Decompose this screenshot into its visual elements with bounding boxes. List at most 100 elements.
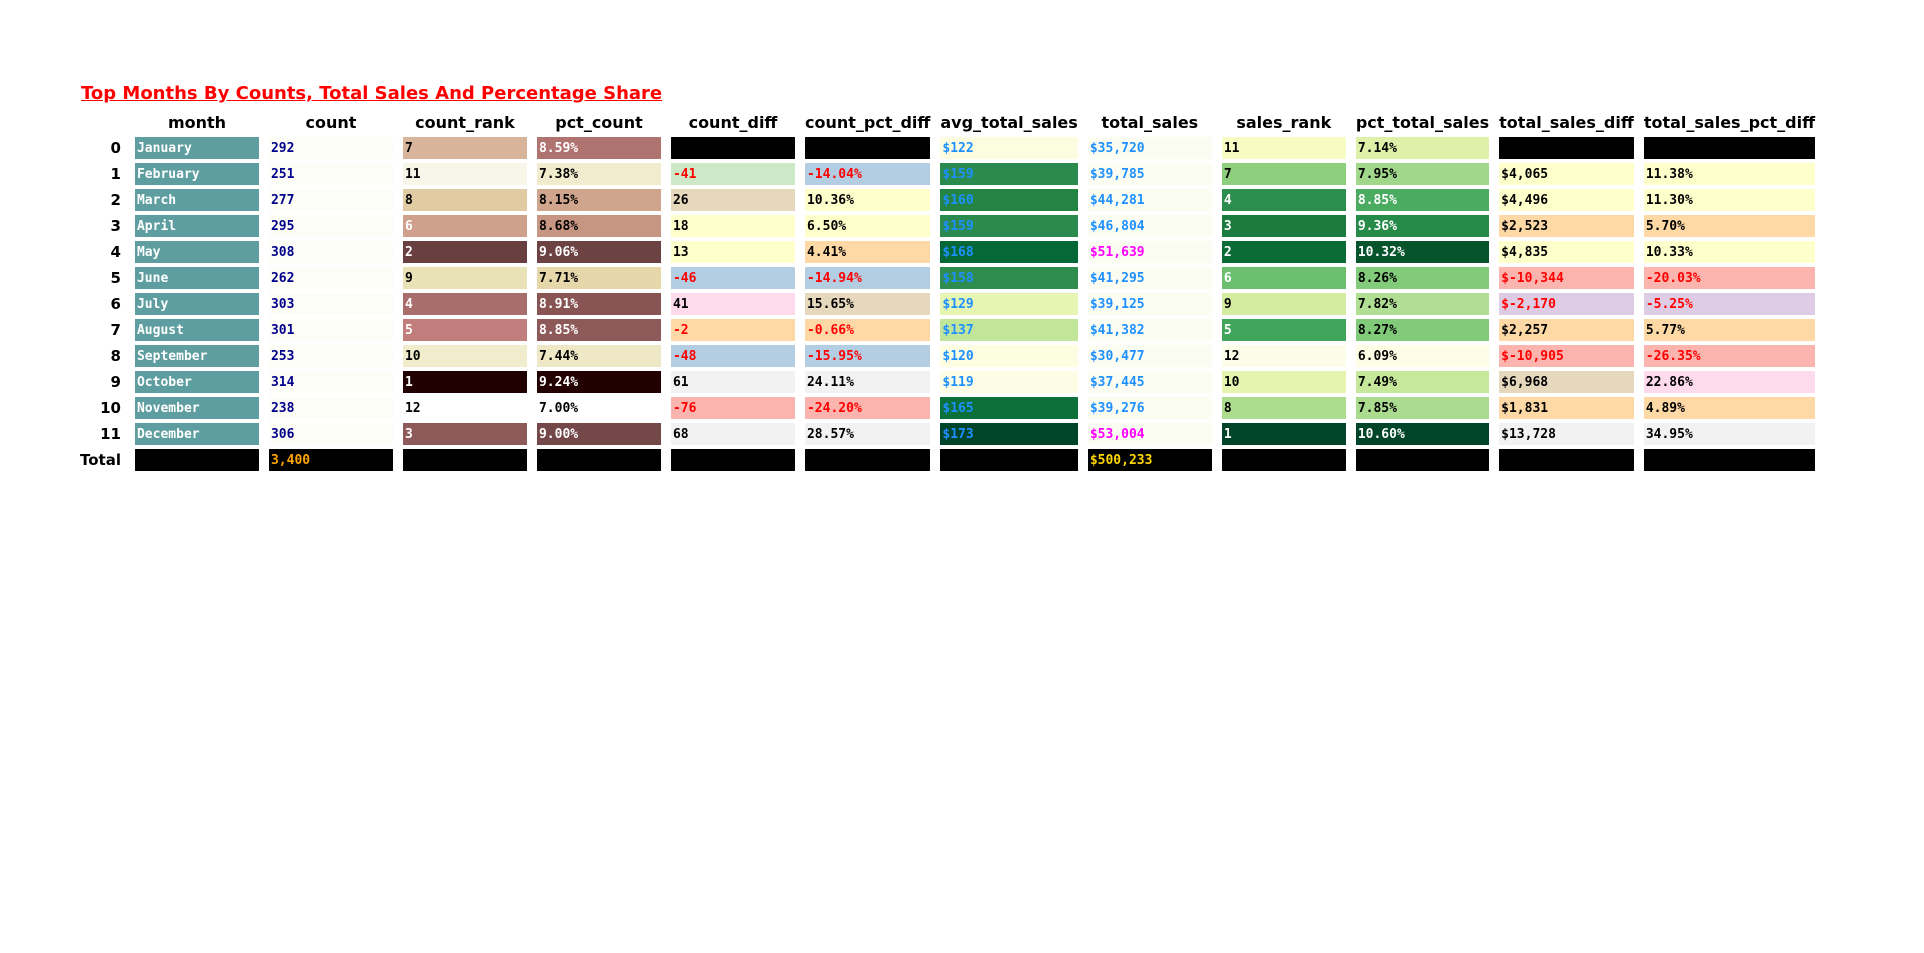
cell-count-diff: 61	[670, 371, 795, 393]
cell-count-diff: -48	[670, 345, 795, 367]
cell-count-rank: 8	[402, 189, 527, 211]
row-index: 11	[100, 425, 121, 443]
cell-total-sales: $41,295	[1087, 267, 1212, 289]
column-header-total-sales-pct-diff: total_sales_pct_diff	[1643, 112, 1816, 132]
column-header-sales-rank: sales_rank	[1236, 112, 1332, 132]
cell-count-pct-diff	[804, 449, 931, 471]
cell-count-rank: 6	[402, 215, 527, 237]
cell-pct-count: 8.85%	[536, 319, 661, 341]
cell-total-sales-diff: $1,831	[1499, 397, 1634, 419]
cell-pct-total-sales: 6.09%	[1355, 345, 1490, 367]
cell-total-sales-pct-diff: -26.35%	[1643, 345, 1816, 367]
cell-month: May	[134, 241, 259, 263]
cell-pct-count: 9.00%	[536, 423, 661, 445]
cell-sales-rank: 1	[1221, 423, 1346, 445]
cell-sales-rank: 12	[1221, 345, 1346, 367]
cell-total-sales-pct-diff	[1643, 449, 1816, 471]
cell-count-diff: -76	[670, 397, 795, 419]
cell-total-sales-diff: $13,728	[1499, 423, 1634, 445]
cell-total-sales-diff	[1499, 137, 1634, 159]
cell-month: February	[134, 163, 259, 185]
cell-count-pct-diff: -15.95%	[804, 345, 931, 367]
cell-pct-count: 8.91%	[536, 293, 661, 315]
cell-total-sales-diff: $2,257	[1499, 319, 1634, 341]
row-index: 8	[110, 347, 121, 365]
cell-month: September	[134, 345, 259, 367]
cell-count-pct-diff: 15.65%	[804, 293, 931, 315]
cell-pct-count: 9.06%	[536, 241, 661, 263]
cell-total-sales: $39,785	[1087, 163, 1212, 185]
cell-total-sales-pct-diff	[1643, 137, 1816, 159]
cell-sales-rank: 5	[1221, 319, 1346, 341]
cell-sales-rank	[1221, 449, 1346, 471]
styled-data-table: month count count_rank pct_count count_d…	[70, 107, 1825, 475]
table-row: 8 September 253 10 7.44% -48 -15.95% $120 $30,47…	[80, 345, 1816, 367]
column-header-count: count	[305, 112, 357, 132]
cell-count-rank: 12	[402, 397, 527, 419]
cell-month: March	[134, 189, 259, 211]
cell-pct-count: 9.24%	[536, 371, 661, 393]
cell-count-pct-diff: -14.04%	[804, 163, 931, 185]
table-row: 11 December 306 3 9.00% 68 28.57% $173 $53,004 1 1…	[80, 423, 1816, 445]
column-header-count-pct-diff: count_pct_diff	[804, 112, 931, 132]
cell-total-sales: $53,004	[1087, 423, 1212, 445]
table-row: 4 May 308 2 9.06% 13 4.41% $168 $51,639 2 10.32% $4…	[80, 241, 1816, 263]
cell-total-sales-diff: $-10,344	[1499, 267, 1634, 289]
cell-pct-total-sales: 8.26%	[1355, 267, 1490, 289]
cell-total-sales-pct-diff: 11.38%	[1643, 163, 1816, 185]
cell-count-diff: 18	[670, 215, 795, 237]
cell-sales-rank: 2	[1221, 241, 1346, 263]
cell-pct-count: 8.68%	[536, 215, 661, 237]
cell-pct-count: 7.71%	[536, 267, 661, 289]
table-row: 2 March 277 8 8.15% 26 10.36% $160 $44,281 4 8.85%…	[80, 189, 1816, 211]
cell-count-rank: 4	[402, 293, 527, 315]
cell-total-sales-pct-diff: 10.33%	[1643, 241, 1816, 263]
column-header-total-sales: total_sales	[1101, 112, 1199, 132]
cell-count-pct-diff	[804, 137, 931, 159]
cell-sales-rank: 7	[1221, 163, 1346, 185]
row-index: 7	[110, 321, 121, 339]
cell-count-diff: -46	[670, 267, 795, 289]
row-index: 4	[110, 243, 121, 261]
cell-count-pct-diff: 6.50%	[804, 215, 931, 237]
cell-total-sales-pct-diff: 22.86%	[1643, 371, 1816, 393]
cell-avg-total-sales: $158	[940, 267, 1078, 289]
cell-total-sales: $39,276	[1087, 397, 1212, 419]
cell-avg-total-sales: $168	[940, 241, 1078, 263]
cell-count-pct-diff: 10.36%	[804, 189, 931, 211]
cell-sales-rank: 10	[1221, 371, 1346, 393]
table-row: 5 June 262 9 7.71% -46 -14.94% $158 $41,295 6 8.26…	[80, 267, 1816, 289]
column-header-pct-count: pct_count	[555, 112, 643, 132]
cell-count: 303	[268, 293, 393, 315]
column-header-total-sales-diff: total_sales_diff	[1499, 112, 1634, 132]
cell-pct-total-sales: 10.32%	[1355, 241, 1490, 263]
table-row: 9 October 314 1 9.24% 61 24.11% $119 $37,445 10 7.…	[80, 371, 1816, 393]
cell-pct-count: 8.59%	[536, 137, 661, 159]
cell-total-sales: $44,281	[1087, 189, 1212, 211]
row-index: 0	[110, 139, 121, 157]
row-index: 9	[110, 373, 121, 391]
cell-pct-total-sales: 7.14%	[1355, 137, 1490, 159]
cell-pct-total-sales: 7.82%	[1355, 293, 1490, 315]
cell-avg-total-sales: $137	[940, 319, 1078, 341]
cell-count-pct-diff: 4.41%	[804, 241, 931, 263]
row-index: 2	[110, 191, 121, 209]
row-index: 3	[110, 217, 121, 235]
cell-month	[134, 449, 259, 471]
row-index: 10	[100, 399, 121, 417]
cell-sales-rank: 3	[1221, 215, 1346, 237]
cell-count-rank: 7	[402, 137, 527, 159]
cell-count-pct-diff: -24.20%	[804, 397, 931, 419]
cell-total-sales-diff: $6,968	[1499, 371, 1634, 393]
cell-count: 3,400	[268, 449, 393, 471]
cell-count-diff	[670, 449, 795, 471]
cell-total-sales: $46,804	[1087, 215, 1212, 237]
cell-month: November	[134, 397, 259, 419]
cell-count-diff: 41	[670, 293, 795, 315]
cell-pct-total-sales: 10.60%	[1355, 423, 1490, 445]
table-title: Top Months By Counts, Total Sales And Pe…	[81, 83, 663, 104]
column-header-avg-total-sales: avg_total_sales	[940, 112, 1078, 132]
row-index: 1	[110, 165, 121, 183]
cell-month: June	[134, 267, 259, 289]
cell-count-diff: -41	[670, 163, 795, 185]
